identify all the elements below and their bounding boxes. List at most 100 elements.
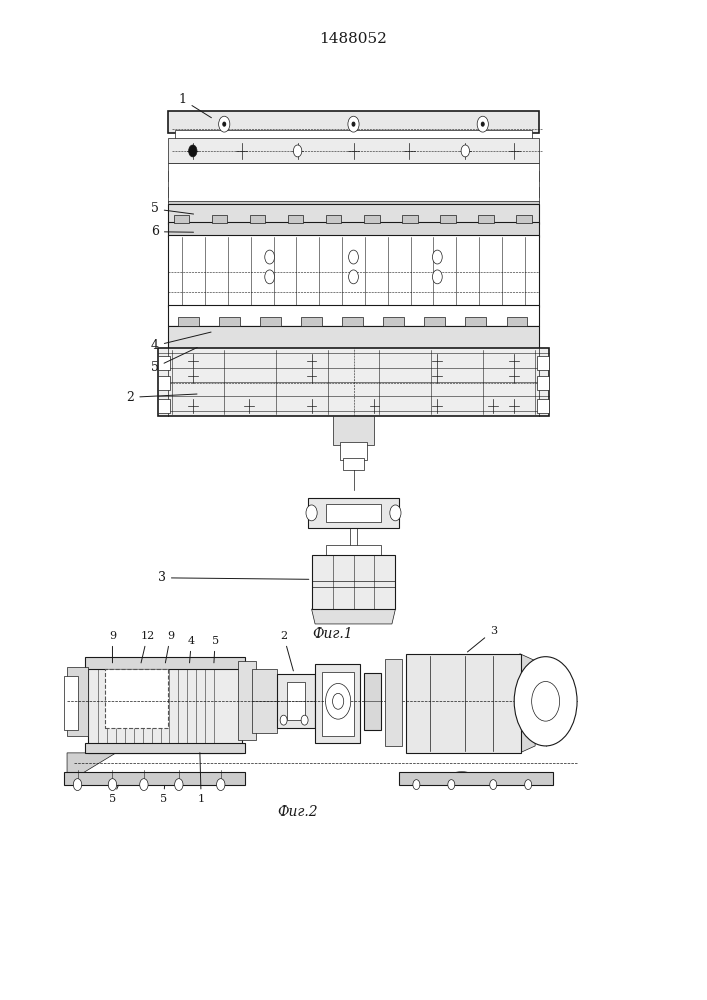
Circle shape: [175, 779, 183, 791]
Bar: [537, 376, 549, 390]
Polygon shape: [427, 328, 462, 351]
Text: 2: 2: [127, 391, 197, 404]
Circle shape: [413, 780, 420, 790]
Bar: [464, 224, 479, 234]
Bar: [301, 317, 322, 326]
Circle shape: [490, 780, 497, 790]
Bar: [314, 224, 329, 234]
Polygon shape: [67, 753, 116, 783]
Bar: [64, 772, 245, 785]
Text: 5: 5: [211, 636, 218, 663]
Circle shape: [108, 779, 117, 791]
Bar: [364, 215, 380, 223]
Bar: [158, 356, 170, 370]
Bar: [168, 187, 186, 197]
Circle shape: [74, 779, 82, 791]
Circle shape: [348, 116, 359, 132]
Text: Фиг.2: Фиг.2: [277, 805, 318, 819]
Bar: [537, 399, 549, 413]
Bar: [287, 682, 305, 720]
Circle shape: [216, 779, 225, 791]
Bar: [429, 224, 444, 234]
Bar: [521, 187, 539, 197]
Bar: [399, 772, 553, 785]
Bar: [85, 743, 245, 753]
Circle shape: [293, 145, 302, 157]
Text: 4: 4: [151, 332, 211, 352]
Text: 1: 1: [179, 93, 211, 118]
Bar: [402, 215, 418, 223]
Circle shape: [325, 683, 351, 719]
Bar: [168, 163, 539, 202]
Bar: [506, 224, 521, 234]
Bar: [237, 224, 252, 234]
Polygon shape: [364, 328, 399, 351]
Bar: [326, 215, 341, 223]
Polygon shape: [238, 328, 273, 351]
Circle shape: [477, 116, 489, 132]
Bar: [440, 215, 455, 223]
Polygon shape: [301, 328, 336, 351]
Circle shape: [448, 780, 455, 790]
Circle shape: [140, 779, 148, 791]
Circle shape: [352, 122, 355, 126]
Bar: [174, 215, 189, 223]
Bar: [158, 376, 170, 390]
Text: Фиг.1: Фиг.1: [312, 627, 353, 641]
Bar: [260, 317, 281, 326]
Bar: [505, 329, 528, 339]
Circle shape: [349, 250, 358, 264]
Circle shape: [301, 715, 308, 725]
Text: 1488052: 1488052: [320, 32, 387, 46]
Bar: [406, 654, 521, 753]
Bar: [168, 171, 186, 181]
Polygon shape: [175, 328, 210, 351]
Bar: [271, 224, 287, 234]
Bar: [259, 329, 282, 339]
Circle shape: [481, 122, 484, 126]
Text: 5: 5: [151, 202, 194, 215]
Text: 3: 3: [467, 626, 497, 652]
Bar: [168, 204, 539, 224]
Bar: [343, 458, 364, 470]
Circle shape: [223, 122, 226, 126]
Bar: [219, 317, 240, 326]
Bar: [300, 329, 323, 339]
Bar: [168, 235, 539, 307]
Circle shape: [306, 505, 317, 521]
Bar: [168, 305, 539, 326]
Bar: [218, 329, 241, 339]
Bar: [158, 399, 170, 413]
Bar: [315, 664, 361, 743]
Bar: [64, 676, 78, 730]
Bar: [105, 669, 168, 728]
Text: 5: 5: [109, 785, 118, 804]
Bar: [325, 504, 382, 522]
Bar: [352, 224, 368, 234]
Bar: [199, 224, 214, 234]
Circle shape: [264, 270, 274, 284]
Bar: [252, 669, 276, 733]
Circle shape: [218, 116, 230, 132]
Polygon shape: [457, 165, 509, 201]
Text: 9: 9: [109, 631, 116, 663]
Circle shape: [514, 657, 577, 746]
Bar: [342, 317, 363, 326]
Bar: [308, 498, 399, 528]
Bar: [390, 224, 406, 234]
Circle shape: [525, 780, 532, 790]
Bar: [383, 317, 404, 326]
Circle shape: [532, 681, 560, 721]
Bar: [276, 674, 315, 728]
Text: 5: 5: [151, 347, 197, 374]
Bar: [168, 326, 539, 351]
Bar: [385, 659, 402, 746]
Bar: [312, 555, 395, 609]
Circle shape: [349, 270, 358, 284]
Circle shape: [390, 505, 401, 521]
Bar: [516, 215, 532, 223]
Bar: [288, 215, 303, 223]
Bar: [168, 201, 539, 205]
Bar: [177, 329, 200, 339]
Bar: [332, 416, 375, 445]
